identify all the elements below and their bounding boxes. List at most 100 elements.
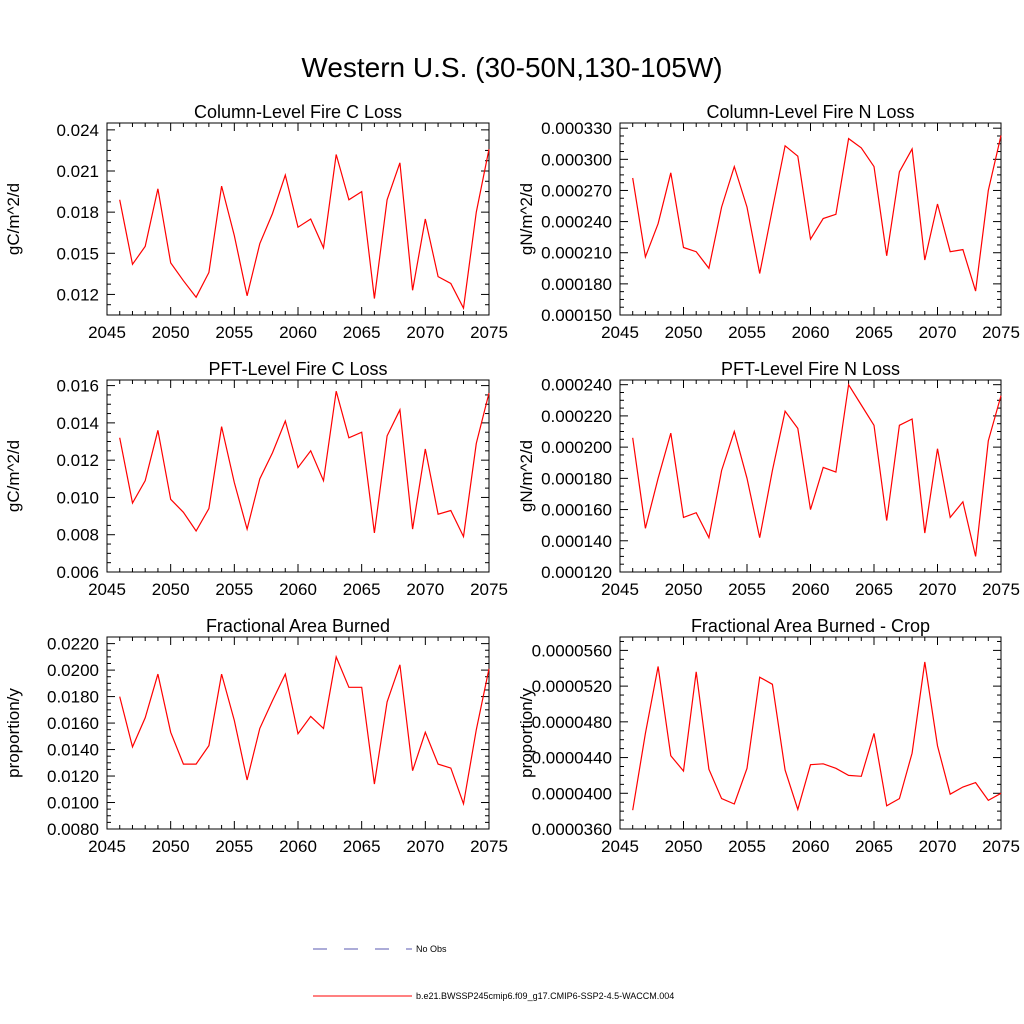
y-tick-label: 0.010 bbox=[56, 488, 99, 507]
y-tick-label: 0.0180 bbox=[47, 688, 99, 707]
series-line bbox=[119, 391, 490, 539]
chart-panel-1: Column-Level Fire C Loss gC/m^2/d 2045 2050… bbox=[4, 102, 508, 342]
x-tick-label: 2075 bbox=[982, 837, 1020, 856]
y-tick-label: 0.000140 bbox=[541, 532, 612, 551]
x-tick-label: 2065 bbox=[855, 580, 893, 599]
y-tick-label: 0.0000480 bbox=[532, 713, 612, 732]
x-tick-label: 2060 bbox=[279, 580, 317, 599]
panel-title: Fractional Area Burned bbox=[206, 616, 390, 636]
x-tick-label: 2075 bbox=[982, 323, 1020, 342]
y-tick-label: 0.012 bbox=[56, 451, 99, 470]
y-tick-label: 0.000240 bbox=[541, 376, 612, 395]
x-tick-label: 2045 bbox=[601, 580, 639, 599]
y-tick-label: 0.024 bbox=[56, 121, 99, 140]
y-axis-label: proportion/y bbox=[4, 688, 23, 778]
y-axis-label: gN/m^2/d bbox=[517, 183, 536, 255]
series-line bbox=[119, 654, 490, 807]
y-axis-label: gN/m^2/d bbox=[517, 440, 536, 512]
x-tick-label: 2075 bbox=[470, 837, 508, 856]
x-tick-label: 2050 bbox=[665, 323, 703, 342]
y-tick-label: 0.018 bbox=[56, 203, 99, 222]
y-axis-label: proportion/y bbox=[517, 688, 536, 778]
y-tick-label: 0.000200 bbox=[541, 438, 612, 457]
x-tick-label: 2065 bbox=[855, 837, 893, 856]
x-tick-label: 2055 bbox=[215, 323, 253, 342]
plot-frame bbox=[619, 636, 1002, 830]
panel-title: Column-Level Fire N Loss bbox=[706, 102, 914, 122]
x-tick-label: 2070 bbox=[406, 837, 444, 856]
y-tick-label: 0.0200 bbox=[47, 661, 99, 680]
y-tick-label: 0.0000520 bbox=[532, 677, 612, 696]
y-tick-label: 0.0100 bbox=[47, 794, 99, 813]
x-tick-label: 2055 bbox=[728, 580, 766, 599]
x-tick-label: 2050 bbox=[152, 323, 190, 342]
y-tick-label: 0.0000360 bbox=[532, 820, 612, 839]
x-tick-label: 2070 bbox=[406, 580, 444, 599]
x-tick-label: 2065 bbox=[343, 837, 381, 856]
x-tick-label: 2055 bbox=[728, 323, 766, 342]
x-tick-label: 2045 bbox=[88, 837, 126, 856]
y-tick-label: 0.016 bbox=[56, 377, 99, 396]
main-title: Western U.S. (30-50N,130-105W) bbox=[301, 52, 722, 83]
panel-title: PFT-Level Fire N Loss bbox=[721, 359, 900, 379]
x-tick-label: 2065 bbox=[343, 580, 381, 599]
x-tick-label: 2075 bbox=[982, 580, 1020, 599]
chart-panel-4: PFT-Level Fire N Loss gN/m^2/d 2045 2050 205… bbox=[517, 359, 1020, 599]
x-tick-label: 2045 bbox=[88, 323, 126, 342]
x-tick-label: 2060 bbox=[792, 837, 830, 856]
y-tick-label: 0.000270 bbox=[541, 181, 612, 200]
y-tick-label: 0.000120 bbox=[541, 563, 612, 582]
x-tick-label: 2070 bbox=[919, 580, 957, 599]
x-tick-label: 2045 bbox=[88, 580, 126, 599]
y-tick-label: 0.0140 bbox=[47, 741, 99, 760]
panel-title: Column-Level Fire C Loss bbox=[194, 102, 402, 122]
chart-panel-3: PFT-Level Fire C Loss gC/m^2/d 2045 2050 205… bbox=[4, 359, 508, 599]
y-tick-label: 0.0220 bbox=[47, 635, 99, 654]
y-tick-label: 0.000150 bbox=[541, 306, 612, 325]
x-tick-label: 2055 bbox=[215, 837, 253, 856]
x-tick-label: 2055 bbox=[215, 580, 253, 599]
chart-panel-2: Column-Level Fire N Loss gN/m^2/d 2045 2050… bbox=[517, 102, 1020, 342]
x-tick-label: 2045 bbox=[601, 323, 639, 342]
plot-frame bbox=[619, 122, 1002, 316]
x-tick-label: 2070 bbox=[406, 323, 444, 342]
y-tick-label: 0.000220 bbox=[541, 407, 612, 426]
x-tick-label: 2065 bbox=[343, 323, 381, 342]
series-line bbox=[119, 148, 490, 311]
y-tick-label: 0.000160 bbox=[541, 501, 612, 520]
y-tick-label: 0.0120 bbox=[47, 767, 99, 786]
x-tick-label: 2070 bbox=[919, 323, 957, 342]
panel-title: PFT-Level Fire C Loss bbox=[208, 359, 387, 379]
panels: Column-Level Fire C Loss gC/m^2/d 2045 2050… bbox=[4, 102, 1020, 856]
x-tick-label: 2050 bbox=[665, 580, 703, 599]
y-tick-label: 0.000330 bbox=[541, 119, 612, 138]
x-tick-label: 2050 bbox=[152, 837, 190, 856]
series-line bbox=[632, 135, 1002, 292]
series-line bbox=[632, 382, 1002, 557]
y-tick-label: 0.000180 bbox=[541, 469, 612, 488]
series-line bbox=[632, 661, 1002, 812]
y-tick-label: 0.0160 bbox=[47, 714, 99, 733]
plot-frame bbox=[106, 122, 490, 316]
y-tick-label: 0.014 bbox=[56, 414, 99, 433]
chart-panel-5: Fractional Area Burned proportion/y 2045 20… bbox=[4, 616, 508, 856]
legend-label-no-obs: No Obs bbox=[416, 944, 447, 954]
y-tick-label: 0.006 bbox=[56, 563, 99, 582]
x-tick-label: 2055 bbox=[728, 837, 766, 856]
x-tick-label: 2075 bbox=[470, 323, 508, 342]
legend-label-model-run: b.e21.BWSSP245cmip6.f09_g17.CMIP6-SSP2-4… bbox=[416, 991, 674, 1001]
y-tick-label: 0.000180 bbox=[541, 275, 612, 294]
y-tick-label: 0.012 bbox=[56, 285, 99, 304]
y-tick-label: 0.015 bbox=[56, 244, 99, 263]
x-tick-label: 2060 bbox=[279, 323, 317, 342]
y-tick-label: 0.021 bbox=[56, 162, 99, 181]
x-tick-label: 2050 bbox=[152, 580, 190, 599]
panel-title: Fractional Area Burned - Crop bbox=[691, 616, 930, 636]
y-tick-label: 0.000240 bbox=[541, 213, 612, 232]
plot-frame bbox=[106, 379, 490, 573]
x-tick-label: 2075 bbox=[470, 580, 508, 599]
x-tick-label: 2065 bbox=[855, 323, 893, 342]
x-tick-label: 2045 bbox=[601, 837, 639, 856]
y-tick-label: 0.0000560 bbox=[532, 641, 612, 660]
